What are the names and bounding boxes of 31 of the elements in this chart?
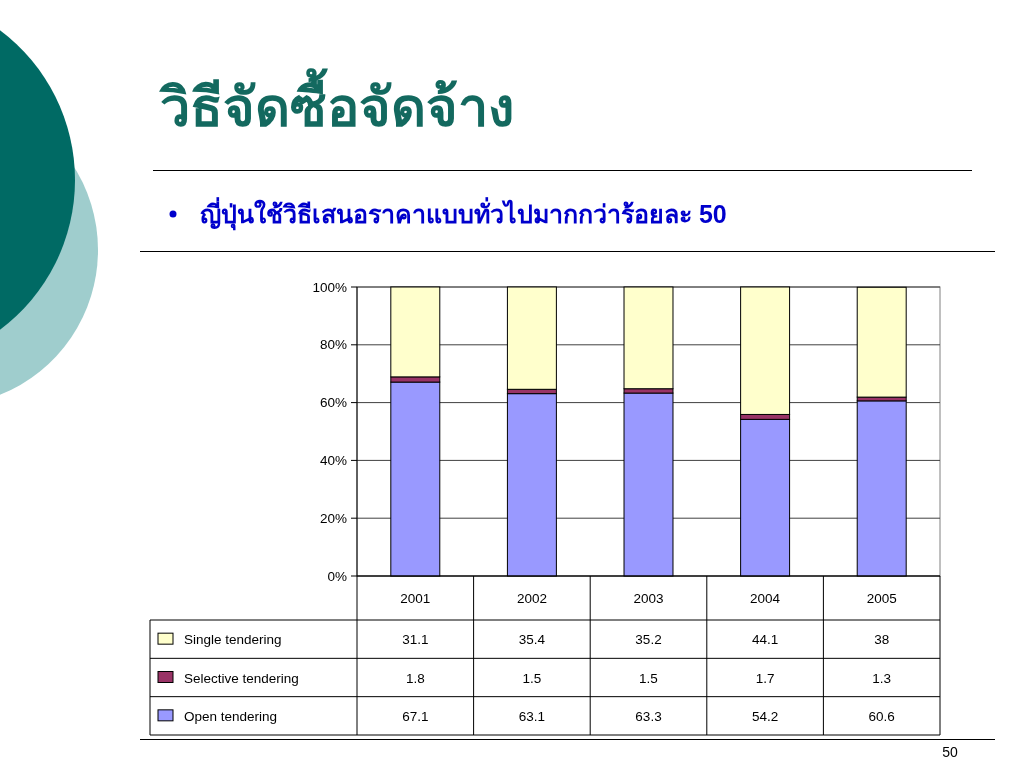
data-label: 35.4 [518,632,546,648]
data-label: 1.5 [639,670,658,686]
y-tick-label: 20% [319,510,347,526]
data-label: 44.1 [751,632,779,648]
x-tick-label: 2003 [633,591,664,606]
y-tick-label: 40% [319,452,347,468]
x-tick-label: 2001 [400,591,431,606]
y-tick-label: 80% [319,337,347,353]
legend-label: Single tendering [184,632,282,648]
data-label: 54.2 [751,708,779,724]
x-tick-label: 2004 [750,591,781,606]
data-label: 1.3 [872,670,892,686]
legend-label: Open tendering [184,708,278,724]
x-tick-label: 2002 [516,591,547,606]
data-label: 38 [874,632,890,648]
data-label: 67.1 [402,708,429,724]
data-label: 1.7 [755,670,775,686]
data-label: 60.6 [868,708,895,724]
x-tick-label: 2005 [866,591,897,606]
data-label: 1.5 [522,670,542,686]
data-label: 31.1 [402,632,429,648]
data-label: 35.2 [635,632,662,648]
legend-label: Selective tendering [184,670,299,686]
y-tick-label: 60% [319,395,347,411]
y-tick-label: 100% [312,279,347,295]
y-tick-label: 0% [327,568,347,584]
title: วิธีจัดซื้อจัดจ้าง [160,66,514,150]
data-label: 1.8 [405,670,425,686]
data-label: 63.3 [635,708,662,724]
data-label: 63.1 [518,708,546,724]
annotation: 50 [942,744,958,760]
